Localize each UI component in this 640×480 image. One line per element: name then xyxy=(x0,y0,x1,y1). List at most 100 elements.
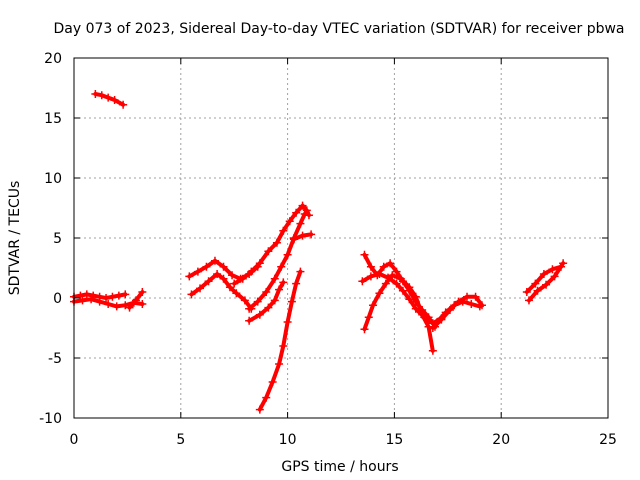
data-point-marker xyxy=(548,265,557,274)
x-tick-label: 20 xyxy=(492,432,510,448)
data-point-marker xyxy=(102,294,111,302)
data-point-marker xyxy=(366,262,375,271)
data-point-marker xyxy=(285,217,294,226)
data-point-marker xyxy=(296,267,305,276)
y-axis-label: SDTVAR / TECUs xyxy=(7,181,23,296)
data-point-marker xyxy=(104,300,113,308)
data-series xyxy=(70,90,568,414)
data-point-marker xyxy=(531,279,540,288)
series-arc9 xyxy=(255,267,305,414)
x-tick-label: 25 xyxy=(599,432,617,448)
data-point-marker xyxy=(108,292,117,301)
y-tick-label: 5 xyxy=(53,231,62,247)
chart-title: Day 073 of 2023, Sidereal Day-to-day VTE… xyxy=(53,21,624,37)
data-point-marker xyxy=(262,288,271,296)
data-point-marker xyxy=(245,304,254,313)
data-point-marker xyxy=(533,286,542,295)
data-point-marker xyxy=(247,267,256,276)
data-point-marker xyxy=(522,288,531,296)
data-point-marker xyxy=(411,292,420,301)
data-point-marker xyxy=(119,100,128,109)
data-point-marker xyxy=(441,308,450,317)
data-point-marker xyxy=(396,274,405,283)
data-point-marker xyxy=(202,262,211,271)
data-point-marker xyxy=(76,291,85,300)
data-point-marker xyxy=(193,267,202,276)
data-point-marker xyxy=(360,250,369,259)
data-point-marker xyxy=(87,295,96,304)
data-point-marker xyxy=(550,272,559,281)
data-point-marker xyxy=(204,277,213,286)
data-point-marker xyxy=(264,247,273,256)
data-point-marker xyxy=(287,297,296,306)
y-tick-label: 0 xyxy=(53,291,62,307)
data-point-marker xyxy=(97,91,106,100)
data-point-marker xyxy=(275,360,284,368)
data-point-marker xyxy=(369,301,378,310)
data-point-marker xyxy=(245,316,254,325)
y-tick-label: 10 xyxy=(44,171,62,187)
data-point-marker xyxy=(524,296,533,305)
data-point-marker xyxy=(138,288,147,296)
grid xyxy=(74,58,608,418)
data-point-marker xyxy=(121,301,130,310)
x-tick-label: 15 xyxy=(385,432,403,448)
data-point-marker xyxy=(230,279,239,288)
series-arc4 xyxy=(125,288,147,312)
data-point-marker xyxy=(467,300,476,308)
data-point-marker xyxy=(279,342,288,350)
data-point-marker xyxy=(450,301,459,310)
x-tick-label: 0 xyxy=(70,432,79,448)
data-point-marker xyxy=(392,279,401,288)
y-tick-label: -5 xyxy=(48,351,62,367)
data-point-marker xyxy=(131,296,140,305)
data-point-marker xyxy=(381,279,390,288)
data-point-marker xyxy=(420,313,429,322)
series-arc6 xyxy=(187,270,256,313)
data-point-marker xyxy=(264,303,273,312)
data-point-marker xyxy=(268,378,277,386)
data-point-marker xyxy=(196,284,205,293)
data-point-marker xyxy=(270,274,279,283)
data-point-marker xyxy=(392,267,401,276)
series-arc1 xyxy=(91,90,128,109)
data-point-marker xyxy=(255,259,264,268)
data-point-marker xyxy=(379,262,388,271)
data-point-marker xyxy=(272,238,281,247)
data-point-marker xyxy=(121,290,130,299)
data-point-marker xyxy=(539,270,548,278)
data-point-marker xyxy=(253,297,262,306)
y-tick-label: -10 xyxy=(39,411,62,427)
data-point-marker xyxy=(187,290,196,299)
data-point-marker xyxy=(104,93,113,102)
data-point-marker xyxy=(542,280,551,289)
data-point-marker xyxy=(366,272,375,281)
series-arc16 xyxy=(433,297,484,326)
data-point-marker xyxy=(298,231,307,240)
data-point-marker xyxy=(428,324,437,332)
y-tick-label: 20 xyxy=(44,51,62,67)
data-point-marker xyxy=(471,292,480,301)
data-point-marker xyxy=(240,296,249,305)
data-point-marker xyxy=(228,271,237,280)
data-point-marker xyxy=(433,318,442,326)
data-point-marker xyxy=(114,291,123,300)
data-point-marker xyxy=(277,262,286,271)
data-point-marker xyxy=(112,302,121,311)
data-point-marker xyxy=(232,289,241,298)
data-point-marker xyxy=(255,310,264,319)
data-point-marker xyxy=(110,96,119,104)
data-point-marker xyxy=(225,283,234,292)
data-point-marker xyxy=(219,274,228,283)
data-point-marker xyxy=(292,208,301,217)
data-point-marker xyxy=(91,90,100,98)
data-point-marker xyxy=(290,235,299,244)
data-point-marker xyxy=(300,210,309,218)
series-arc10 xyxy=(290,230,316,244)
data-point-marker xyxy=(383,273,392,282)
data-point-marker xyxy=(463,292,472,301)
data-point-marker xyxy=(298,201,307,210)
series-arc18 xyxy=(524,259,568,305)
data-point-marker xyxy=(364,313,373,322)
